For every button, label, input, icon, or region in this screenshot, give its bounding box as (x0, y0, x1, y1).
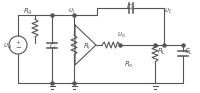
Text: −: − (15, 45, 21, 52)
Text: $\upsilon_\ell$: $\upsilon_\ell$ (164, 7, 172, 16)
Text: $R_i$: $R_i$ (83, 41, 91, 52)
Text: $R_A$: $R_A$ (23, 7, 33, 17)
Text: $C_i$: $C_i$ (49, 41, 57, 52)
Text: $C_C$: $C_C$ (126, 2, 136, 13)
Text: +: + (16, 40, 20, 45)
Text: $R_o$: $R_o$ (124, 60, 134, 70)
Text: $C_L$: $C_L$ (184, 47, 193, 57)
Text: $\upsilon_o$: $\upsilon_o$ (117, 31, 126, 40)
Text: $R_L$: $R_L$ (157, 47, 166, 57)
Text: $\upsilon_i$: $\upsilon_i$ (68, 7, 76, 16)
Text: $\upsilon_a$: $\upsilon_a$ (3, 42, 11, 51)
